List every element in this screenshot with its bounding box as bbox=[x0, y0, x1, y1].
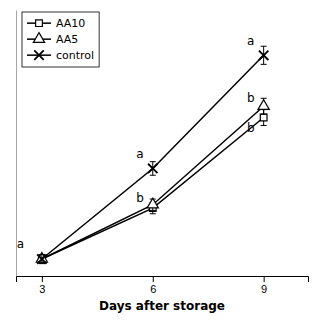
annotation: a bbox=[136, 147, 143, 161]
legend-label: control bbox=[56, 49, 94, 62]
x-axis-line bbox=[17, 277, 309, 283]
x-axis: 3 6 9 bbox=[17, 276, 309, 295]
legend: AA10 AA5 control bbox=[22, 12, 99, 67]
series-line bbox=[42, 106, 264, 259]
x-tick-label: 6 bbox=[150, 283, 156, 295]
plot-area bbox=[36, 46, 269, 264]
point-marker bbox=[147, 198, 158, 208]
point-marker bbox=[148, 164, 157, 173]
annotation: b bbox=[247, 91, 255, 105]
point-marker bbox=[260, 114, 267, 121]
x-tick: 6 bbox=[150, 276, 156, 295]
series-line bbox=[42, 118, 264, 259]
x-tick: 9 bbox=[261, 276, 267, 295]
legend-item: AA10 bbox=[27, 17, 85, 30]
x-axis-title: Days after storage bbox=[99, 299, 225, 313]
annotation: a bbox=[17, 237, 24, 251]
x-tick: 3 bbox=[39, 276, 45, 295]
point-marker bbox=[37, 254, 46, 263]
annotation: a bbox=[247, 34, 254, 48]
point-marker bbox=[258, 100, 269, 110]
x-tick-mark bbox=[42, 276, 43, 282]
legend-marker bbox=[36, 20, 43, 27]
legend-item: control bbox=[27, 49, 94, 62]
x-tick-label: 3 bbox=[39, 283, 45, 295]
x-tick-mark bbox=[264, 276, 265, 282]
legend-frame bbox=[22, 12, 99, 67]
annotation: b bbox=[247, 121, 255, 135]
legend-marker bbox=[34, 50, 43, 59]
x-tick-mark bbox=[153, 276, 154, 282]
chart: 3 6 9 Days after storage a a b a b b AA10 AA5 contro… bbox=[0, 0, 320, 320]
annotation: b bbox=[136, 191, 144, 205]
legend-label: AA5 bbox=[56, 33, 78, 46]
legend-item: AA5 bbox=[27, 33, 78, 46]
legend-label: AA10 bbox=[56, 17, 85, 30]
legend-marker bbox=[33, 33, 44, 43]
x-tick-label: 9 bbox=[261, 283, 267, 295]
point-marker bbox=[259, 51, 268, 60]
series-line bbox=[42, 55, 264, 259]
